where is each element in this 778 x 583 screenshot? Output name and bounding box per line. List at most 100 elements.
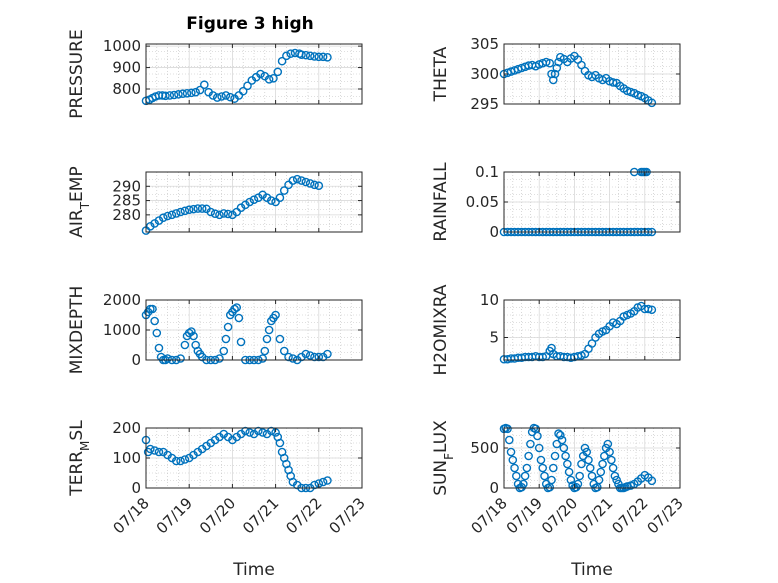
data-point-air_temp xyxy=(184,205,194,215)
data-point-pressure xyxy=(264,75,274,84)
data-point-sun_flux xyxy=(584,455,593,465)
data-point-pressure xyxy=(323,52,332,62)
axes-box xyxy=(145,171,363,233)
data-point-sun_flux xyxy=(538,463,548,473)
data-point-pressure xyxy=(161,91,170,101)
data-point-mixdepth xyxy=(314,352,324,362)
data-point-air_temp xyxy=(288,176,298,185)
data-point-sun_flux xyxy=(550,451,560,461)
data-point-sun_flux xyxy=(557,435,567,445)
y-tick-label: 2000 xyxy=(103,291,141,309)
data-point-mixdepth xyxy=(310,352,319,362)
data-point-theta xyxy=(548,75,558,85)
data-point-air_temp xyxy=(245,197,254,207)
x-axis-label: Time xyxy=(570,560,613,580)
y-tick-label: 0 xyxy=(131,351,141,369)
data-point-h2omixra xyxy=(647,305,657,315)
data-point-mixdepth xyxy=(305,351,315,360)
data-point-mixdepth xyxy=(189,331,198,341)
data-point-sun_flux xyxy=(575,471,584,481)
data-point-mixdepth xyxy=(275,334,285,344)
y-tick-label: 295 xyxy=(470,95,499,113)
y-tick-label: 100 xyxy=(112,449,141,467)
data-point-h2omixra xyxy=(644,304,653,314)
data-point-air_temp xyxy=(193,204,203,213)
data-point-theta xyxy=(547,69,556,79)
data-point-pressure xyxy=(314,52,324,62)
x-tick-label: 07/23 xyxy=(326,494,369,537)
data-point-pressure xyxy=(221,91,231,100)
panel-terr_msl: 0 100 200 07/18 07/19 07/20 07/21 07/22 07/23 Tim… xyxy=(67,419,369,580)
y-tick-label: 300 xyxy=(470,65,499,83)
data-point-pressure xyxy=(154,91,164,100)
data-point-pressure xyxy=(277,56,287,66)
x-tick-label: 07/22 xyxy=(608,494,651,537)
data-point-sun_flux xyxy=(563,459,572,469)
data-point-air_temp xyxy=(210,209,220,219)
y-tick-label: 200 xyxy=(112,419,141,437)
data-point-mixdepth xyxy=(180,340,190,350)
data-point-pressure xyxy=(256,69,265,79)
data-point-air_temp xyxy=(275,193,285,203)
data-point-mixdepth xyxy=(219,346,229,356)
data-point-terr_msl xyxy=(176,456,185,466)
data-point-mixdepth xyxy=(284,352,293,362)
y-axis-label-main: TERR xyxy=(67,451,87,497)
data-point-terr_msl xyxy=(241,426,250,436)
x-tick-label: 07/22 xyxy=(282,494,325,537)
y-axis-label-main: THETA xyxy=(431,46,451,102)
data-point-sun_flux xyxy=(559,443,569,453)
panel-mixdepth: 0 1000 2000 MIXDEPTH xyxy=(67,286,363,374)
data-point-terr_msl xyxy=(254,426,263,436)
x-axis-label: Time xyxy=(232,560,275,580)
data-point-theta xyxy=(608,78,618,87)
data-point-sun_flux xyxy=(512,471,521,481)
data-point-pressure xyxy=(301,50,311,60)
data-point-sun_flux xyxy=(520,471,530,481)
y-tick-label: 10 xyxy=(480,291,499,309)
y-tick-label: 0 xyxy=(489,223,499,241)
panel-h2omixra: 5 10 H2OMIXRA xyxy=(431,284,681,376)
figure-title: Figure 3 high xyxy=(186,14,314,34)
y-axis-label-subscript: T xyxy=(78,201,92,210)
data-point-pressure xyxy=(273,67,283,77)
data-point-air_temp xyxy=(171,209,181,218)
data-point-pressure xyxy=(200,80,209,90)
data-point-mixdepth xyxy=(301,349,311,359)
data-point-mixdepth xyxy=(234,313,244,323)
y-axis-label: AIRTEMP xyxy=(67,166,92,237)
data-point-mixdepth xyxy=(279,346,289,356)
data-point-terr_msl xyxy=(150,446,159,455)
y-axis-label-main: H2OMIXRA xyxy=(431,284,451,375)
data-point-pressure xyxy=(310,52,319,61)
y-axis-label: RAINFALL xyxy=(431,162,451,242)
data-point-air_temp xyxy=(180,206,190,216)
y-tick-label: 500 xyxy=(470,439,499,457)
y-tick-label: 0.05 xyxy=(466,193,499,211)
data-point-sun_flux xyxy=(603,439,613,449)
data-point-air_temp xyxy=(266,196,276,205)
data-point-pressure xyxy=(187,88,196,98)
data-point-air_temp xyxy=(284,180,293,190)
data-point-mixdepth xyxy=(271,310,280,320)
y-axis-label: PRESSURE xyxy=(67,29,87,118)
x-tick-label: 07/23 xyxy=(644,494,687,537)
data-point-h2omixra xyxy=(547,343,556,353)
data-point-terr_msl xyxy=(323,476,332,485)
y-axis-label-main: SUN xyxy=(431,460,451,496)
x-tick-label: 07/19 xyxy=(153,494,196,537)
data-point-mixdepth xyxy=(323,349,332,359)
data-point-sun_flux xyxy=(607,455,616,465)
panel-pressure: 800 900 1000 PRESSURE xyxy=(67,29,363,119)
data-point-pressure xyxy=(212,93,222,102)
y-tick-label: 1000 xyxy=(103,37,141,55)
data-point-air_temp xyxy=(223,209,233,219)
data-point-sun_flux xyxy=(564,467,574,477)
data-point-sun_flux xyxy=(610,471,620,481)
data-point-pressure xyxy=(282,51,291,61)
data-point-air_temp xyxy=(176,207,185,217)
x-tick-label: 07/19 xyxy=(503,494,546,537)
data-point-sun_flux xyxy=(534,443,544,453)
y-axis-label-main: AIR xyxy=(67,209,87,238)
